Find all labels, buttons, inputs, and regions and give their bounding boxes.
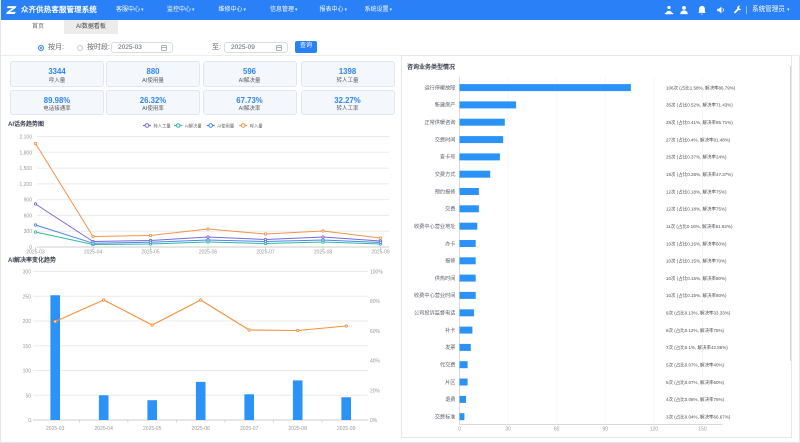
svg-text:AI解决量: AI解决量 (185, 123, 203, 130)
svg-text:10次 (占比0.15%, 解决率60%): 10次 (占比0.15%, 解决率60%) (666, 240, 727, 247)
svg-text:2025-06: 2025-06 (192, 426, 211, 432)
svg-text:30: 30 (505, 427, 511, 433)
svg-text:7次 (占比0.1%, 解决率42.86%): 7次 (占比0.1%, 解决率42.86%) (666, 344, 728, 351)
svg-text:新建房产: 新建房产 (435, 101, 456, 109)
svg-text:600: 600 (24, 213, 33, 219)
svg-text:交费: 交费 (445, 205, 455, 213)
svg-text:80%: 80% (370, 299, 381, 305)
svg-text:退费: 退费 (445, 395, 455, 403)
svg-text:50: 50 (25, 393, 31, 399)
svg-text:28次 (占比0.41%, 解决率85.71%): 28次 (占比0.41%, 解决率85.71%) (666, 119, 733, 126)
svg-text:27次 (占比0.4%, 解决率81.48%): 27次 (占比0.4%, 解决率81.48%) (666, 136, 731, 143)
svg-text:交费标准: 交费标准 (435, 413, 456, 421)
svg-text:90: 90 (603, 427, 609, 433)
svg-text:AI使用量: AI使用量 (217, 123, 235, 130)
svg-text:2025-08: 2025-08 (314, 250, 333, 256)
svg-text:2025-06: 2025-06 (199, 250, 218, 256)
svg-text:1,500: 1,500 (19, 166, 32, 172)
svg-text:300: 300 (24, 229, 33, 235)
svg-text:300: 300 (23, 270, 32, 276)
svg-text:2025-09: 2025-09 (337, 426, 356, 432)
svg-text:10次 (占比0.15%, 解决率80%): 10次 (占比0.15%, 解决率80%) (666, 275, 727, 282)
svg-text:2025-07: 2025-07 (240, 426, 259, 432)
svg-text:60: 60 (554, 427, 560, 433)
svg-text:2025-08: 2025-08 (289, 426, 308, 432)
svg-text:2025-09: 2025-09 (371, 250, 390, 256)
svg-text:11次 (占比0.16%, 解决率81.82%): 11次 (占比0.16%, 解决率81.82%) (666, 223, 733, 230)
svg-text:5次 (占比0.07%, 解决率60%): 5次 (占比0.07%, 解决率60%) (666, 379, 725, 386)
svg-text:报修: 报修 (445, 257, 456, 265)
svg-text:交费方式: 交费方式 (435, 170, 457, 178)
svg-text:200: 200 (23, 319, 32, 325)
svg-text:12次 (占比0.18%, 解决率75%): 12次 (占比0.18%, 解决率75%) (666, 188, 727, 195)
svg-text:片区: 片区 (445, 378, 455, 386)
svg-text:2025-04: 2025-04 (84, 250, 103, 256)
svg-text:5次 (占比0.07%, 解决率40%): 5次 (占比0.07%, 解决率40%) (666, 362, 725, 369)
svg-text:12次 (占比0.18%, 解决率75%): 12次 (占比0.18%, 解决率75%) (666, 206, 727, 213)
svg-text:2,100: 2,100 (19, 135, 32, 141)
svg-text:19次 (占比0.28%, 解决率47.37%): 19次 (占比0.28%, 解决率47.37%) (666, 171, 733, 178)
svg-text:250: 250 (23, 294, 32, 300)
svg-text:9次 (占比0.13%, 解决率33.33%): 9次 (占比0.13%, 解决率33.33%) (666, 310, 731, 317)
svg-text:2025-05: 2025-05 (143, 426, 162, 432)
svg-text:3次 (占比0.04%, 解决率66.67%): 3次 (占比0.04%, 解决率66.67%) (666, 414, 731, 421)
svg-text:公司投诉监督电话: 公司投诉监督电话 (414, 309, 456, 317)
svg-text:2025-03: 2025-03 (46, 426, 65, 432)
svg-text:代交费: 代交费 (440, 361, 456, 369)
svg-text:8次 (占比0.12%, 解决率75%): 8次 (占比0.12%, 解决率75%) (666, 327, 725, 334)
svg-text:正常供暖咨询: 正常供暖咨询 (424, 118, 455, 126)
svg-text:106次 (占比1.58%, 解决率86.79%): 106次 (占比1.58%, 解决率86.79%) (666, 84, 736, 91)
svg-text:收费中心营业时间: 收费中心营业时间 (414, 291, 456, 299)
svg-text:供热时间: 供热时间 (435, 274, 456, 282)
svg-text:0: 0 (458, 427, 461, 433)
svg-text:25次 (占比0.37%, 解决率24%): 25次 (占比0.37%, 解决率24%) (666, 154, 727, 161)
svg-text:1,800: 1,800 (19, 150, 32, 156)
svg-text:1,200: 1,200 (19, 182, 32, 188)
svg-text:150: 150 (23, 344, 32, 350)
svg-text:100: 100 (23, 369, 32, 375)
svg-text:10次 (占比0.15%, 解决率80%): 10次 (占比0.15%, 解决率80%) (666, 292, 727, 299)
svg-text:2025-03: 2025-03 (26, 250, 45, 256)
svg-text:35次 (占比0.52%, 解决率71.43%): 35次 (占比0.52%, 解决率71.43%) (666, 102, 733, 109)
svg-text:2025-04: 2025-04 (95, 426, 114, 432)
svg-text:运行停暖故障: 运行停暖故障 (424, 83, 455, 91)
svg-text:4次 (占比0.06%, 解决率75%): 4次 (占比0.06%, 解决率75%) (666, 396, 725, 403)
svg-text:转人工量: 转人工量 (154, 123, 172, 130)
svg-text:办卡: 办卡 (445, 239, 455, 247)
svg-text:补卡: 补卡 (445, 326, 455, 334)
svg-text:100%: 100% (370, 270, 383, 276)
svg-text:0%: 0% (370, 418, 378, 424)
svg-text:交费时间: 交费时间 (435, 135, 456, 143)
svg-text:呼入量: 呼入量 (250, 123, 264, 130)
svg-text:10次 (占比0.15%, 解决率70%): 10次 (占比0.15%, 解决率70%) (666, 258, 727, 265)
svg-text:查卡号: 查卡号 (440, 153, 456, 161)
svg-text:40%: 40% (370, 359, 381, 365)
svg-text:预约报修: 预约报修 (435, 187, 457, 195)
svg-text:0: 0 (29, 245, 32, 251)
svg-text:2025-05: 2025-05 (141, 250, 160, 256)
svg-text:0: 0 (28, 418, 31, 424)
svg-text:60%: 60% (370, 329, 381, 335)
svg-text:150: 150 (698, 427, 707, 433)
svg-text:2025-07: 2025-07 (256, 250, 275, 256)
svg-text:发票: 发票 (445, 343, 455, 351)
svg-text:120: 120 (650, 427, 659, 433)
svg-text:900: 900 (24, 198, 33, 204)
svg-text:20%: 20% (370, 388, 381, 394)
svg-text:收费中心营业地址: 收费中心营业地址 (414, 222, 456, 230)
